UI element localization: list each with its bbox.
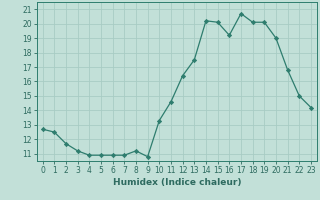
X-axis label: Humidex (Indice chaleur): Humidex (Indice chaleur) xyxy=(113,178,241,187)
